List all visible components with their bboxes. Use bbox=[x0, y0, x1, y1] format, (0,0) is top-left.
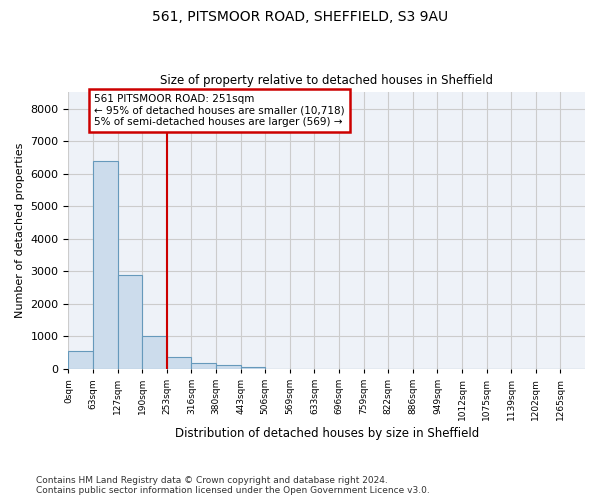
Y-axis label: Number of detached properties: Number of detached properties bbox=[15, 143, 25, 318]
Bar bbox=[68, 351, 93, 369]
Text: Contains HM Land Registry data © Crown copyright and database right 2024.
Contai: Contains HM Land Registry data © Crown c… bbox=[36, 476, 430, 495]
Bar bbox=[216, 365, 241, 369]
Text: 561, PITSMOOR ROAD, SHEFFIELD, S3 9AU: 561, PITSMOOR ROAD, SHEFFIELD, S3 9AU bbox=[152, 10, 448, 24]
Bar bbox=[167, 356, 191, 369]
Title: Size of property relative to detached houses in Sheffield: Size of property relative to detached ho… bbox=[160, 74, 493, 87]
Text: 561 PITSMOOR ROAD: 251sqm
← 95% of detached houses are smaller (10,718)
5% of se: 561 PITSMOOR ROAD: 251sqm ← 95% of detac… bbox=[94, 94, 345, 127]
Bar bbox=[191, 363, 216, 369]
Bar bbox=[241, 366, 265, 369]
X-axis label: Distribution of detached houses by size in Sheffield: Distribution of detached houses by size … bbox=[175, 427, 479, 440]
Bar bbox=[118, 274, 142, 369]
Bar bbox=[93, 160, 118, 369]
Bar bbox=[142, 336, 167, 369]
